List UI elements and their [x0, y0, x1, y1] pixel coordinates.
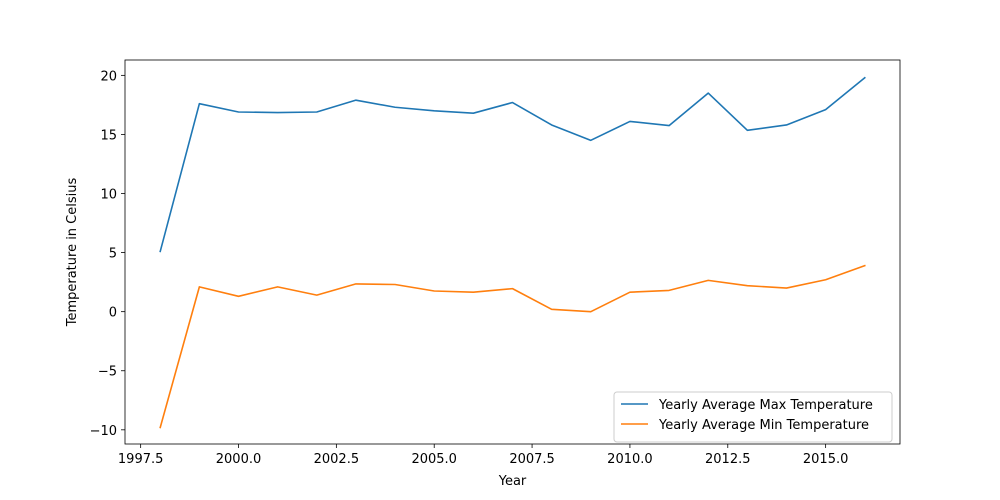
y-tick-label: 20 — [100, 69, 117, 84]
series-line-max — [159, 76, 866, 253]
x-axis-label: Year — [498, 474, 527, 489]
x-tick-label: 1997.5 — [118, 452, 164, 467]
data-point — [355, 99, 357, 101]
data-point — [629, 291, 631, 293]
data-point — [668, 289, 670, 291]
ticks-layer: 1997.5 2000.0 2002.5 2005.0 2007.5 2010.0 2012… — [90, 69, 849, 467]
y-axis-label: Temperature in Celsius — [65, 178, 80, 328]
legend-label: Yearly Average Min Temperature — [658, 418, 869, 433]
y-tick-label: 0 — [109, 306, 117, 321]
legend-box — [613, 391, 893, 443]
data-point — [707, 279, 709, 281]
data-point — [433, 290, 435, 292]
data-point — [394, 283, 396, 285]
data-point — [159, 250, 161, 252]
data-point — [355, 283, 357, 285]
data-point — [629, 120, 631, 122]
data-point — [551, 308, 553, 310]
data-point — [472, 291, 474, 293]
data-point — [238, 295, 240, 297]
series-layer — [159, 76, 866, 429]
data-point — [512, 102, 514, 104]
data-point — [551, 124, 553, 126]
data-point — [198, 286, 200, 288]
data-point — [316, 294, 318, 296]
y-tick-label: 15 — [100, 128, 117, 143]
data-point — [159, 426, 161, 428]
data-point — [472, 112, 474, 114]
data-point — [746, 285, 748, 287]
data-point — [825, 109, 827, 111]
data-point — [433, 110, 435, 112]
x-tick-label: 2012.5 — [705, 452, 751, 467]
series-line-min — [159, 264, 866, 429]
y-tick-label: 10 — [100, 188, 117, 203]
data-point — [668, 125, 670, 127]
data-point — [825, 279, 827, 281]
data-point — [512, 288, 514, 290]
x-tick-label: 2005.0 — [411, 452, 457, 467]
y-tick-label: −5 — [98, 365, 117, 380]
legend: Yearly Average Max Temperature Yearly Ave… — [613, 391, 893, 443]
data-point — [394, 106, 396, 108]
data-point — [590, 139, 592, 141]
legend-label: Yearly Average Max Temperature — [658, 398, 873, 413]
data-point — [238, 111, 240, 113]
data-point — [590, 311, 592, 313]
data-point — [785, 287, 787, 289]
x-tick-label: 2000.0 — [216, 452, 262, 467]
data-point — [707, 92, 709, 94]
x-tick-label: 2007.5 — [509, 452, 555, 467]
data-point — [864, 265, 866, 267]
y-tick-label: −10 — [90, 424, 117, 439]
data-point — [198, 103, 200, 105]
x-tick-label: 2010.0 — [607, 452, 653, 467]
data-point — [864, 77, 866, 79]
x-tick-label: 2015.0 — [803, 452, 849, 467]
data-point — [277, 112, 279, 114]
y-tick-label: 5 — [109, 247, 117, 262]
plot-frame — [124, 59, 901, 445]
data-point — [316, 111, 318, 113]
data-point — [785, 124, 787, 126]
data-point — [277, 286, 279, 288]
x-tick-label: 2002.5 — [314, 452, 360, 467]
data-point — [746, 129, 748, 131]
